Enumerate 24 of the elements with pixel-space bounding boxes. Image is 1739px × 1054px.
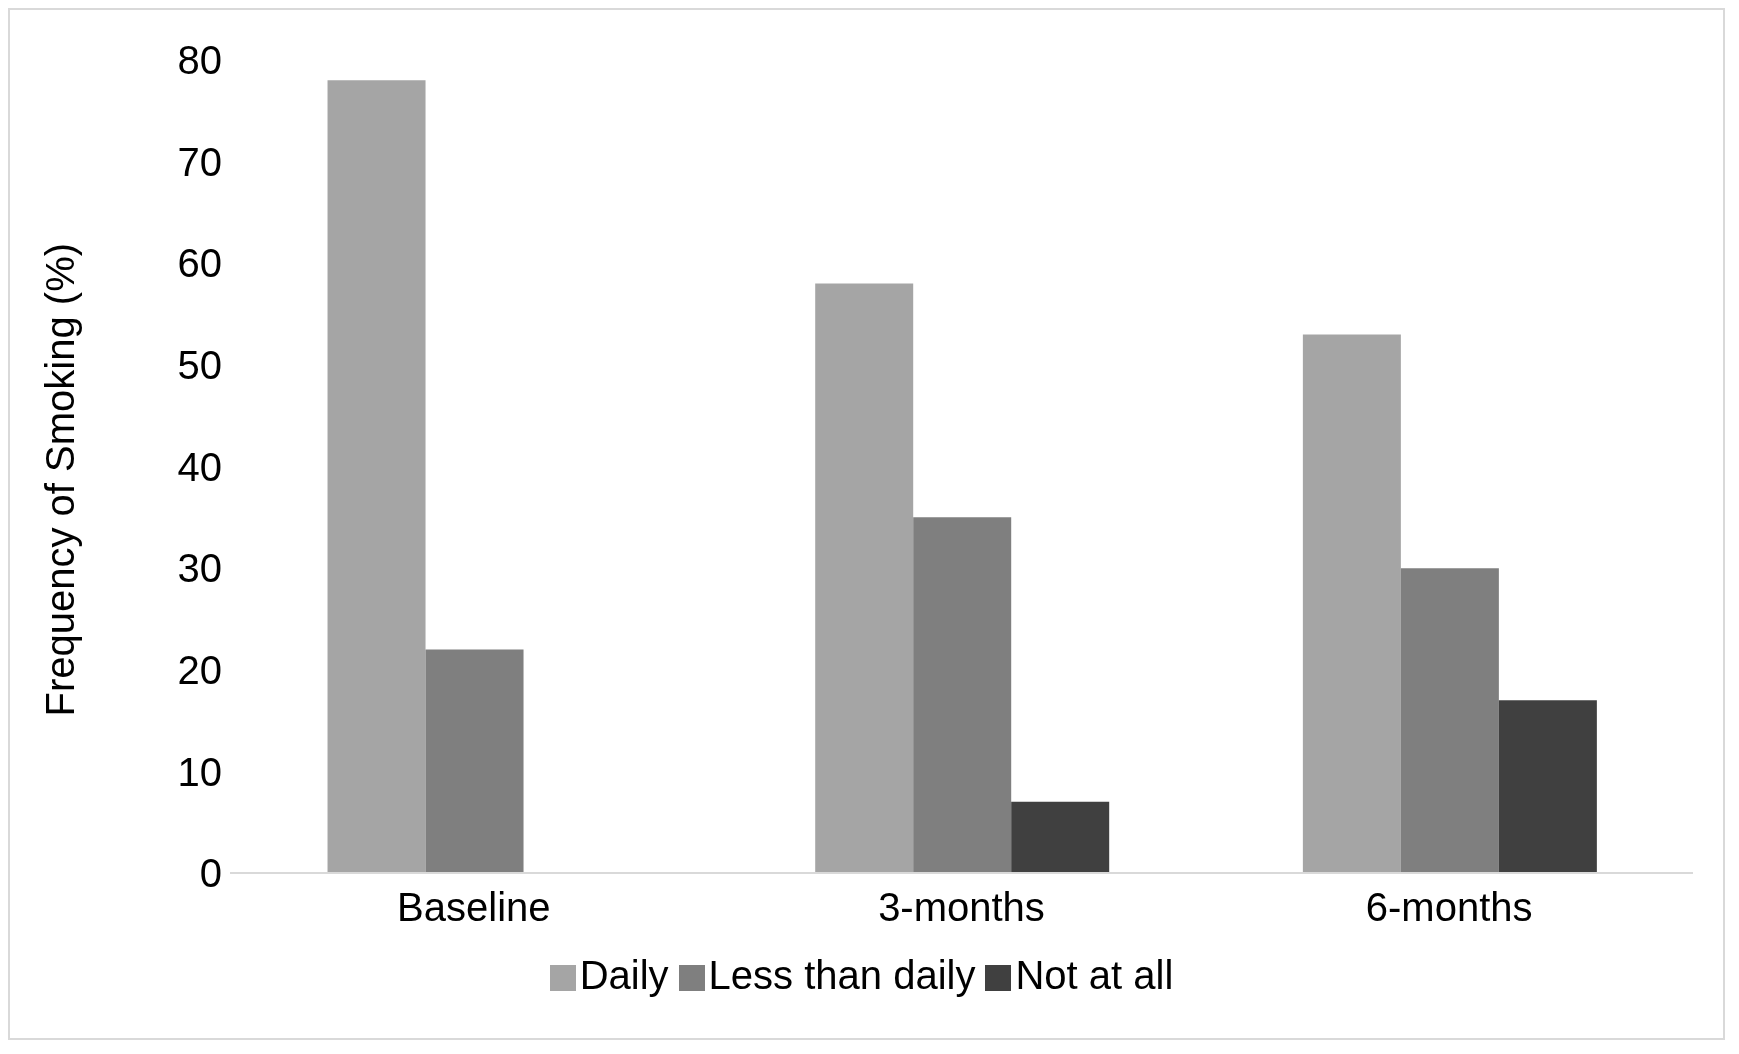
- bar: [425, 649, 524, 873]
- y-tick-label: 40: [177, 444, 222, 489]
- y-tick-label: 0: [199, 851, 222, 896]
- bar: [1498, 700, 1597, 873]
- bar: [815, 283, 914, 873]
- y-axis-title: Frequency of Smoking (%): [38, 242, 83, 717]
- legend-label: Daily: [579, 953, 669, 997]
- y-tick-label: 70: [177, 139, 222, 184]
- x-tick-label: 6-months: [1365, 885, 1533, 930]
- y-tick-label: 10: [177, 749, 222, 794]
- bar: [327, 80, 426, 873]
- x-tick-label: Baseline: [397, 885, 551, 930]
- y-tick-label: 30: [177, 546, 222, 591]
- y-tick-label: 60: [177, 241, 222, 286]
- y-tick-label: 50: [177, 343, 222, 388]
- legend-label: Not at all: [1015, 953, 1174, 997]
- legend-label: Less than daily: [708, 953, 976, 997]
- bar: [913, 517, 1012, 873]
- y-tick-label: 80: [177, 38, 222, 83]
- bar: [1400, 568, 1499, 873]
- bar: [1302, 334, 1401, 873]
- x-tick-label: 3-months: [878, 885, 1045, 930]
- bar: [1011, 801, 1110, 873]
- y-tick-label: 20: [177, 647, 222, 692]
